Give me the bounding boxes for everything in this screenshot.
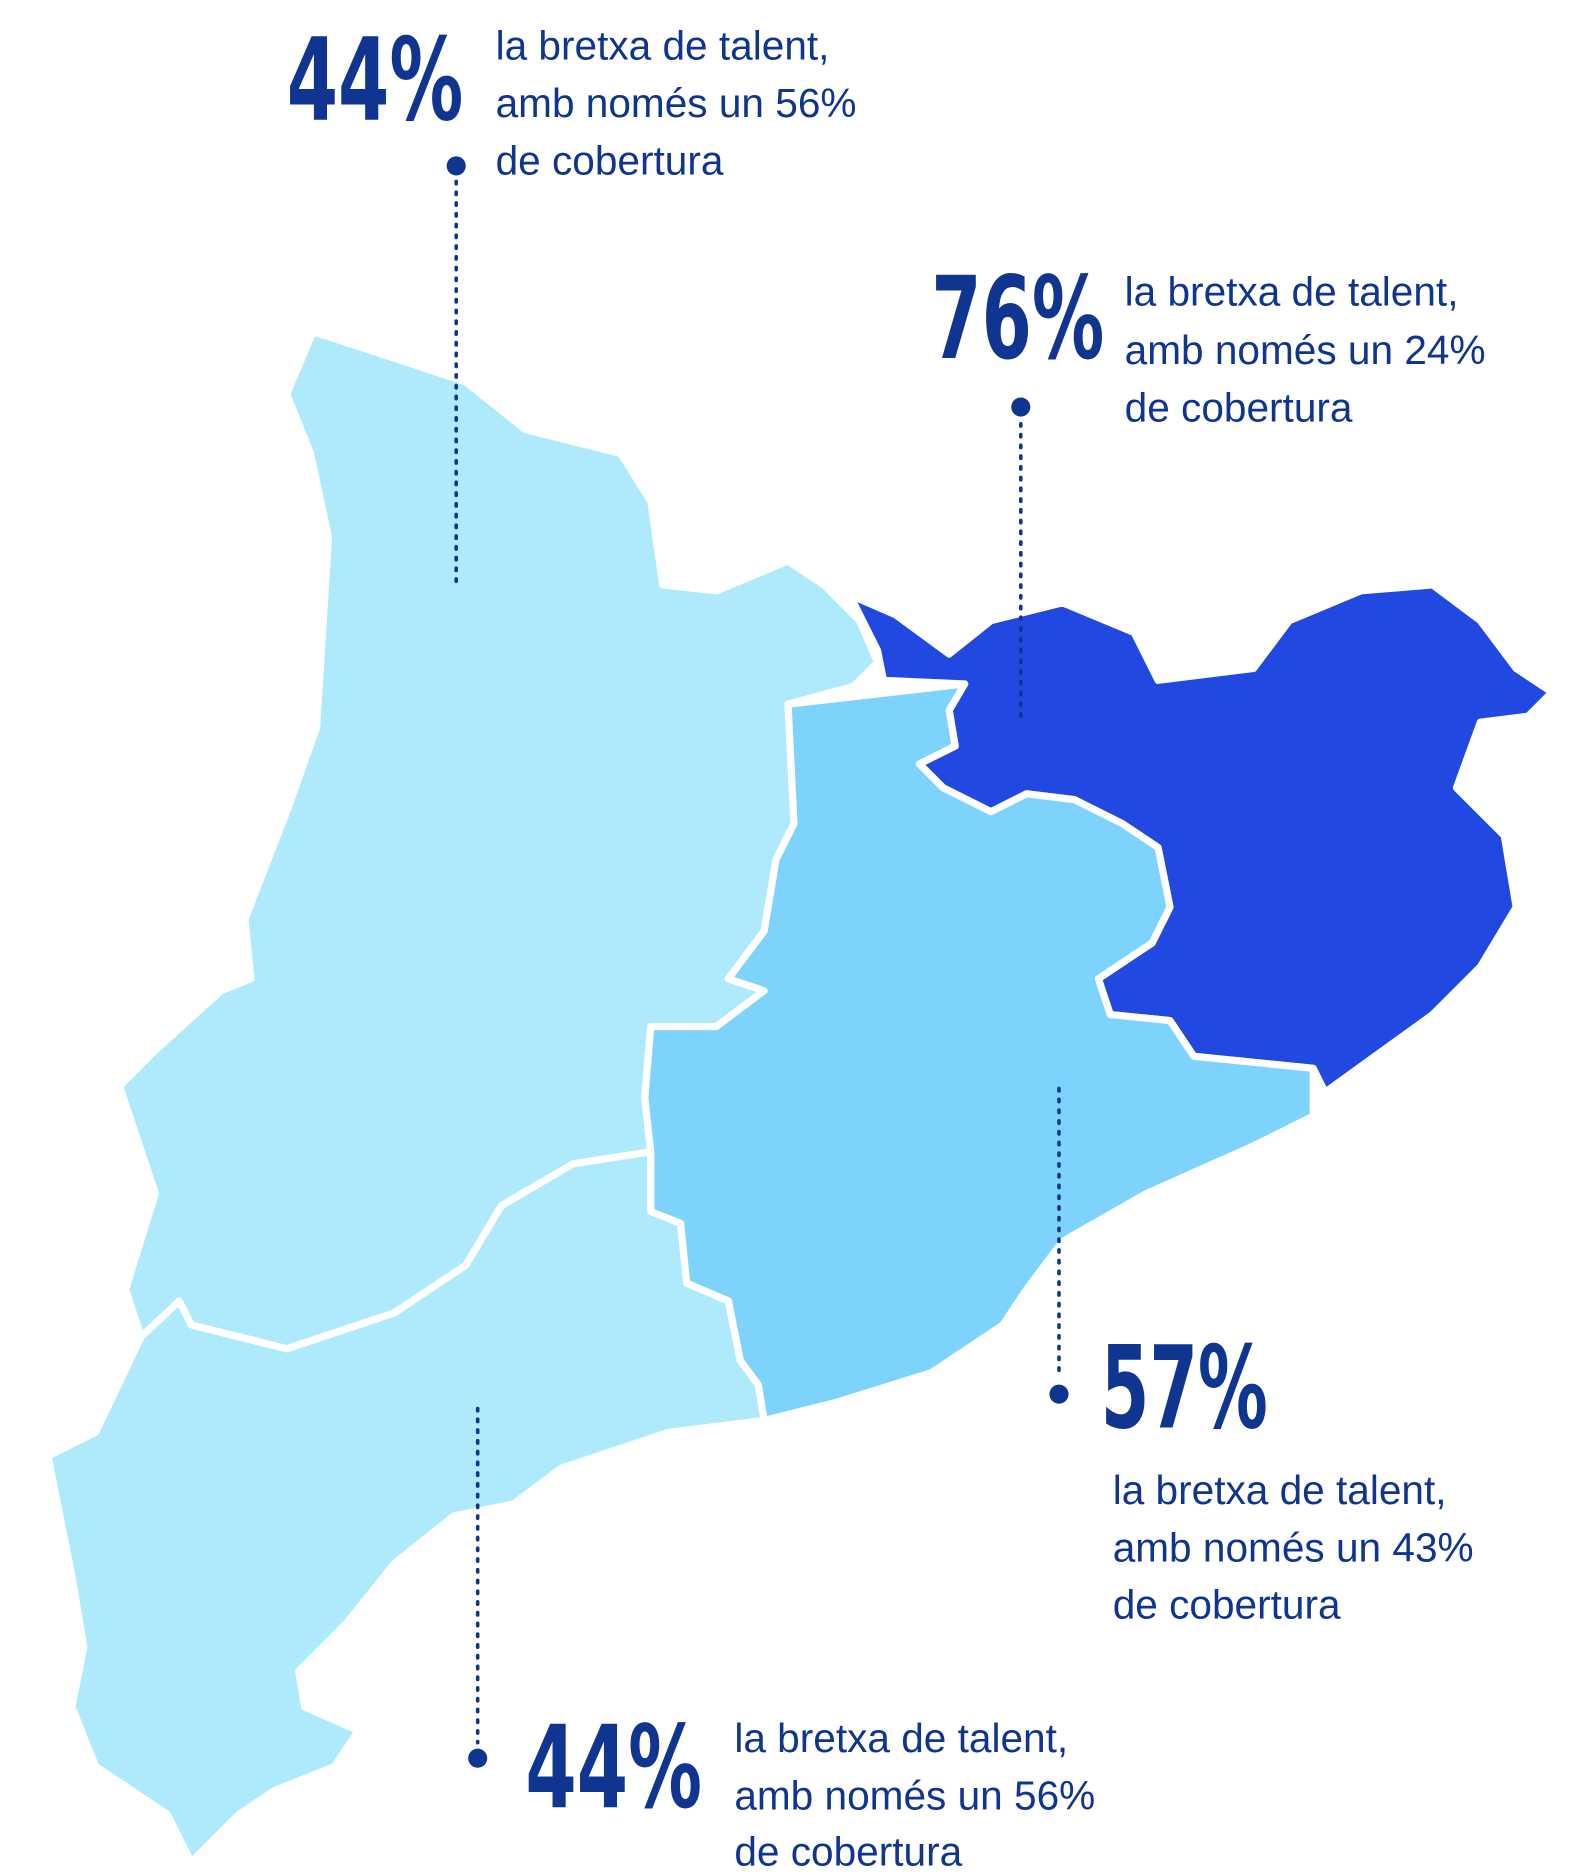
leader-dot	[1011, 397, 1031, 417]
caption-line: la bretxa de talent,	[734, 1715, 1068, 1761]
callout-tarragona: 44% la bretxa de talent, amb només un 56…	[468, 1406, 1095, 1874]
callout-barcelona: 57% la bretxa de talent, amb només un 43…	[1049, 1086, 1474, 1628]
leader-dot	[1049, 1384, 1069, 1404]
caption-line: de cobertura	[496, 137, 724, 183]
caption-line: amb només un 43%	[1113, 1524, 1474, 1570]
caption-line: de cobertura	[1113, 1582, 1341, 1628]
caption-line: de cobertura	[1125, 384, 1353, 430]
region-barcelona	[641, 680, 1317, 1425]
percent: 44%	[287, 14, 464, 147]
caption-line: amb només un 24%	[1125, 327, 1486, 373]
callout-girona: 76% la bretxa de talent, amb només un 24…	[931, 253, 1486, 718]
callout-lleida: 44% la bretxa de talent, amb només un 56…	[287, 14, 857, 587]
caption-line: amb només un 56%	[496, 80, 857, 126]
caption-line: la bretxa de talent,	[1113, 1467, 1447, 1513]
percent: 57%	[1101, 1323, 1268, 1456]
caption-line: la bretxa de talent,	[1125, 269, 1459, 315]
percent: 44%	[525, 1702, 702, 1835]
caption-line: de cobertura	[734, 1829, 962, 1874]
percent: 76%	[931, 253, 1104, 386]
caption-line: la bretxa de talent,	[496, 23, 830, 69]
caption-line: amb només un 56%	[734, 1773, 1095, 1819]
region-tarragona	[44, 1148, 768, 1866]
regions	[44, 328, 1556, 1866]
leader-dot	[468, 1748, 488, 1768]
leader-dot	[446, 156, 466, 176]
